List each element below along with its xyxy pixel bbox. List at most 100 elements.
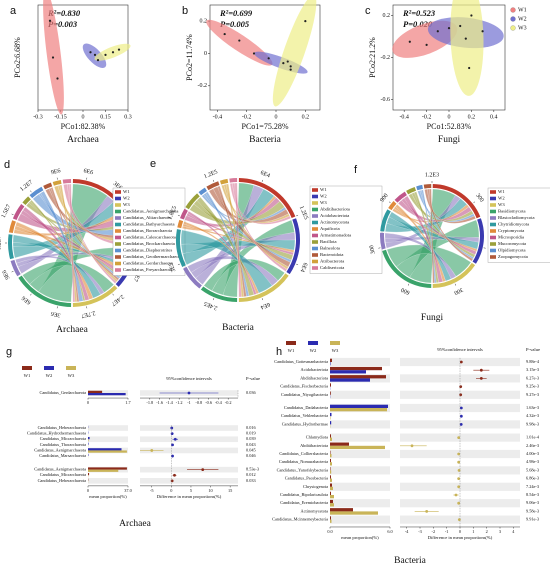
chord-ribbon <box>403 195 443 283</box>
chord-ribbon <box>69 183 76 303</box>
annotation: P=0.020 <box>403 19 433 29</box>
mean-bar <box>330 495 334 499</box>
p-value: 8.53e-3 <box>246 467 259 472</box>
diff-tick-label: 3 <box>499 529 501 534</box>
diff-point <box>459 360 463 364</box>
diff-point <box>150 449 154 452</box>
legend-label: W2 <box>498 196 505 201</box>
legend-label: Cryptomycota <box>498 228 524 233</box>
diff-tick-label: -4 <box>405 529 409 534</box>
row-name: Candidatus_Micrarchaeota <box>40 436 86 441</box>
row-band <box>140 425 238 431</box>
legend-label: Candidatus_Bathyarchaeota <box>123 222 175 227</box>
row-name: Actinomycetota <box>301 508 329 513</box>
plot-frame <box>209 4 321 111</box>
legend-swatch <box>312 220 318 225</box>
legend-frame <box>112 187 186 276</box>
group-arc <box>238 273 289 302</box>
mean-tick-label: 0 <box>87 400 89 405</box>
point <box>304 20 307 23</box>
row-name: Candidatus_Fischerbacteria <box>280 384 328 389</box>
x-axis-label: PCo1=75.28% <box>242 122 289 131</box>
x-axis-label: PCo1:82.38% <box>61 122 106 131</box>
row-name: Candidatus_Nomurabacteria <box>279 459 328 464</box>
legend-swatch <box>490 203 496 207</box>
mean-bar <box>88 393 126 396</box>
panel-label: h <box>276 346 282 358</box>
legend-label: Basidiomycota <box>498 209 526 214</box>
legend-swatch <box>490 216 496 220</box>
legend-label: Bacillota <box>320 239 337 244</box>
legend-label: Candidatus_Calescarchaeota <box>123 235 176 240</box>
diff-tick-label: -1.2 <box>176 400 183 405</box>
diff-tick-label: -0.6 <box>205 400 213 405</box>
mean-bar <box>330 516 331 520</box>
diff-point <box>201 468 205 472</box>
row-band <box>330 433 390 442</box>
taxon-arc <box>52 179 62 186</box>
diff-tick-label: -1.6 <box>156 400 164 405</box>
point <box>481 30 484 33</box>
chord-ribbon <box>205 191 250 297</box>
p-value: 4.00e-3 <box>526 451 539 456</box>
mean-bar <box>330 404 388 408</box>
mean-bar <box>330 378 370 382</box>
row-name: Candidatus_Heberarchaeota <box>38 478 87 483</box>
arc-tick-label: 1.5E7 <box>1 204 13 219</box>
diff-point <box>459 423 463 426</box>
point <box>51 56 55 59</box>
arc-tick <box>112 293 114 296</box>
mean-bar <box>330 421 332 425</box>
row-name: Candidatus_Aenigmarchaeota <box>34 467 86 472</box>
legend-swatch <box>490 248 496 253</box>
legend-label: Candidatus_Altiarchaeota <box>123 215 171 220</box>
legend-swatch <box>510 16 516 22</box>
row-band <box>330 449 390 459</box>
p-header: P-value <box>246 376 260 381</box>
legend-label: W2 <box>320 194 327 199</box>
row-band <box>330 357 390 367</box>
arc-tick <box>11 270 14 273</box>
legend-label: Caldisericota <box>320 265 344 270</box>
legend-label: Candidatus_Brockarchaeota <box>123 241 175 246</box>
taxon-arc <box>198 187 207 196</box>
p-value: 9.91e-3 <box>526 517 539 522</box>
diff-point <box>457 460 461 464</box>
p-value: 0.046 <box>246 453 257 458</box>
diff-tick-label: 10 <box>208 488 212 493</box>
legend-swatch <box>490 190 496 194</box>
panel-caption: Fungi <box>438 135 461 145</box>
legend-swatch <box>22 366 32 370</box>
diff-point <box>171 443 174 447</box>
p-value: 9.25e-3 <box>526 384 539 389</box>
mean-bar <box>330 445 385 450</box>
legend-frame <box>487 187 550 263</box>
legend-swatch <box>312 259 318 264</box>
legend-label: W2 <box>518 16 527 22</box>
diff-point <box>173 473 176 477</box>
p-value: 0.016 <box>246 425 257 430</box>
point <box>223 32 226 36</box>
taxon-arc <box>206 181 220 191</box>
legend-swatch <box>312 207 318 212</box>
arc-tick-label: 1.2E5 <box>298 205 309 220</box>
p-value: 0.019 <box>246 431 256 436</box>
annotation: P=0.005 <box>220 19 250 29</box>
mean-bar <box>88 442 89 445</box>
row-band <box>330 515 390 524</box>
chord-ribbon <box>50 187 80 302</box>
row-name: Candidatus_Aenigmarchaeota <box>34 447 86 452</box>
p-value: 0.012 <box>246 472 256 477</box>
legend-label: Zoopagomycota <box>498 254 528 259</box>
taxon-arc <box>229 178 238 183</box>
diff-point <box>171 454 174 458</box>
chord-ribbon <box>384 232 457 280</box>
confidence-ellipse <box>272 0 317 107</box>
legend-swatch <box>115 261 121 266</box>
chord-ribbon <box>22 206 90 301</box>
point <box>93 53 97 56</box>
row-name: Candidatus_Bipolaricaulota <box>280 492 328 497</box>
legend-swatch <box>312 214 318 218</box>
legend-swatch <box>510 25 516 31</box>
panel-caption: Archaea <box>67 135 99 145</box>
